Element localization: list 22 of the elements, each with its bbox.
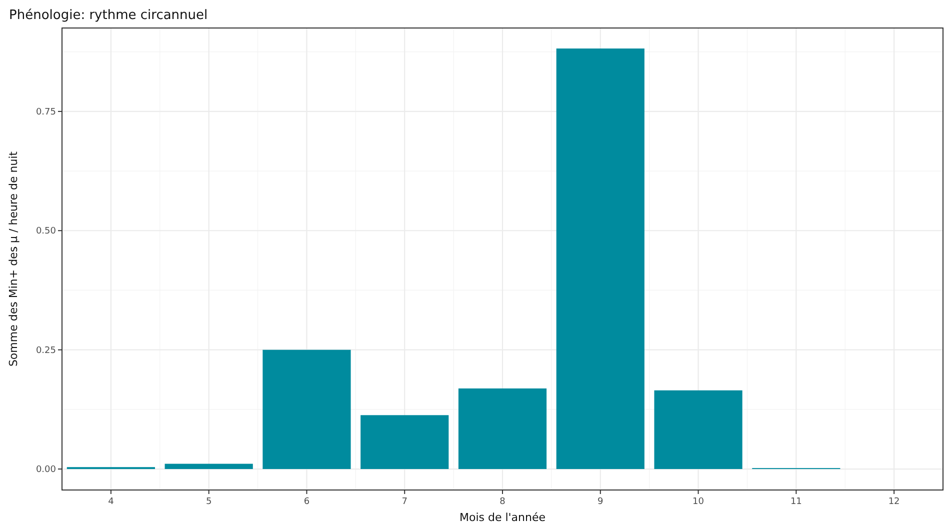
bar [654,390,742,470]
x-tick-label: 6 [304,497,310,507]
y-tick-label: 0.75 [36,107,56,118]
x-tick-label: 11 [790,497,802,507]
x-tick-label: 10 [692,497,704,507]
bar [556,48,644,470]
x-tick-label: 4 [108,497,114,507]
x-tick-label: 5 [206,497,212,507]
bar [458,388,547,470]
y-tick-label: 0.50 [36,226,56,237]
x-tick-label: 9 [598,497,604,507]
x-tick-label: 12 [888,497,900,507]
x-tick-label: 7 [402,497,408,507]
bar [164,464,253,470]
y-tick-label: 0.25 [36,346,56,356]
bar [360,415,449,470]
y-axis-title: Somme des Min+ des µ / heure de nuit [7,150,20,367]
bar [262,350,351,470]
chart-title: Phénologie: rythme circannuel [9,8,208,23]
y-tick-label: 0.00 [36,465,56,476]
x-axis-title: Mois de l'année [459,511,546,524]
x-tick-label: 8 [500,497,506,507]
